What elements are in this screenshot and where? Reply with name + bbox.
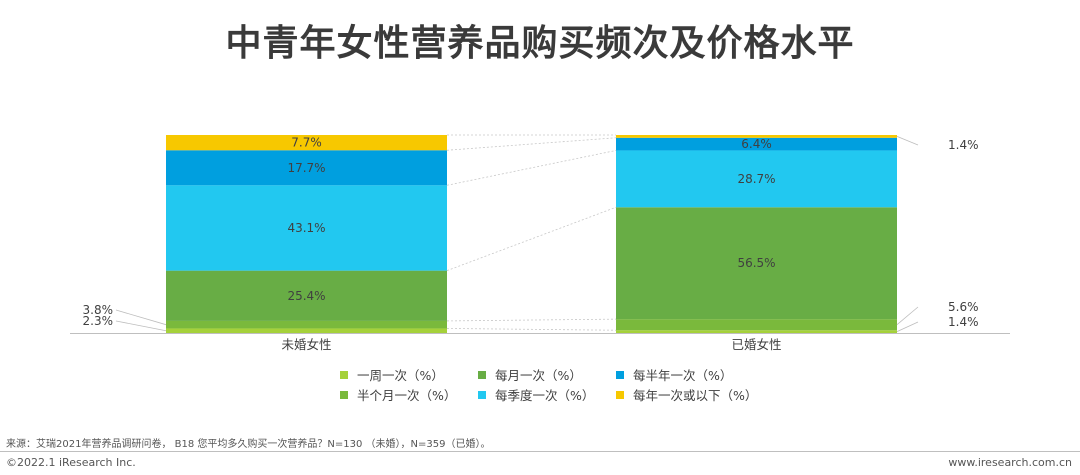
data-label: 56.5% — [737, 256, 775, 270]
leader-line — [896, 136, 919, 146]
legend-item: 半个月一次（%） — [340, 386, 478, 403]
bar-segment — [616, 137, 897, 151]
bar-segment — [166, 135, 447, 151]
legend-label: 每月一次（%） — [495, 368, 582, 383]
data-label: 3.8% — [83, 303, 114, 317]
bar-segment — [616, 207, 897, 320]
bar-segment — [166, 320, 447, 329]
source-note: 来源：艾瑞2021年营养品调研问卷， B18 您平均多久购买一次营养品？N=13… — [6, 439, 491, 450]
legend-item: 每月一次（%） — [478, 366, 616, 383]
bar-segment — [616, 135, 897, 138]
bar-segment — [616, 150, 897, 208]
bar-segment — [616, 330, 897, 333]
leader-line — [115, 320, 167, 332]
chart-title: 中青年女性营养品购买频次及价格水平 — [225, 23, 855, 64]
legend-label: 每季度一次（%） — [495, 388, 595, 403]
x-tick-label: 未婚女性 — [281, 337, 331, 352]
connector-line — [446, 137, 617, 151]
data-label: 25.4% — [287, 289, 325, 303]
data-label: 1.4% — [948, 315, 979, 329]
legend-swatch — [478, 390, 486, 399]
chart-legend: 一周一次（%） 每月一次（%） 每半年一次（%） 半个月一次（%） 每季度一次（… — [340, 366, 760, 403]
connector-line — [446, 328, 617, 331]
legend-item: 每季度一次（%） — [478, 386, 616, 403]
legend-swatch — [340, 390, 348, 399]
legend-swatch — [616, 370, 624, 379]
stacked-bar-chart: 25.4% 43.1% 17.7% 7.7% 56.5% 28.7% 6.4% 2.3%3.8… — [70, 134, 1010, 352]
connector-line — [446, 150, 617, 186]
connector-line — [446, 206, 617, 272]
connector-line — [446, 318, 617, 322]
legend-item: 一周一次（%） — [340, 366, 478, 383]
legend-label: 一周一次（%） — [357, 368, 444, 383]
bar-segment — [166, 150, 447, 186]
copyright-text: ©2022.1 iResearch Inc. — [6, 456, 136, 469]
data-label: 43.1% — [287, 221, 325, 235]
leader-line — [115, 309, 167, 326]
data-label: 5.6% — [948, 300, 979, 314]
bar-segment — [166, 328, 447, 333]
data-label: 1.4% — [948, 138, 979, 152]
leader-line — [896, 306, 919, 325]
data-label: 17.7% — [287, 161, 325, 175]
legend-item: 每半年一次（%） — [616, 366, 760, 383]
bar-segment — [166, 270, 447, 321]
bar-segment — [166, 185, 447, 271]
leader-line — [896, 321, 919, 332]
data-label: 7.7% — [291, 136, 322, 150]
legend-item: 每年一次或以下（%） — [616, 386, 760, 403]
website-link[interactable]: www.iresearch.com.cn — [948, 456, 1072, 469]
legend-label: 半个月一次（%） — [357, 388, 457, 403]
data-label: 6.4% — [741, 137, 772, 151]
legend-label: 每年一次或以下（%） — [633, 388, 758, 403]
bar-segment — [616, 319, 897, 331]
data-label: 2.3% — [83, 314, 114, 328]
legend-label: 每半年一次（%） — [633, 368, 733, 383]
legend-swatch — [478, 370, 486, 379]
footer-divider — [0, 451, 1080, 452]
legend-swatch — [616, 390, 624, 399]
x-tick-label: 已婚女性 — [731, 337, 781, 352]
data-label: 28.7% — [737, 172, 775, 186]
legend-swatch — [340, 370, 348, 379]
